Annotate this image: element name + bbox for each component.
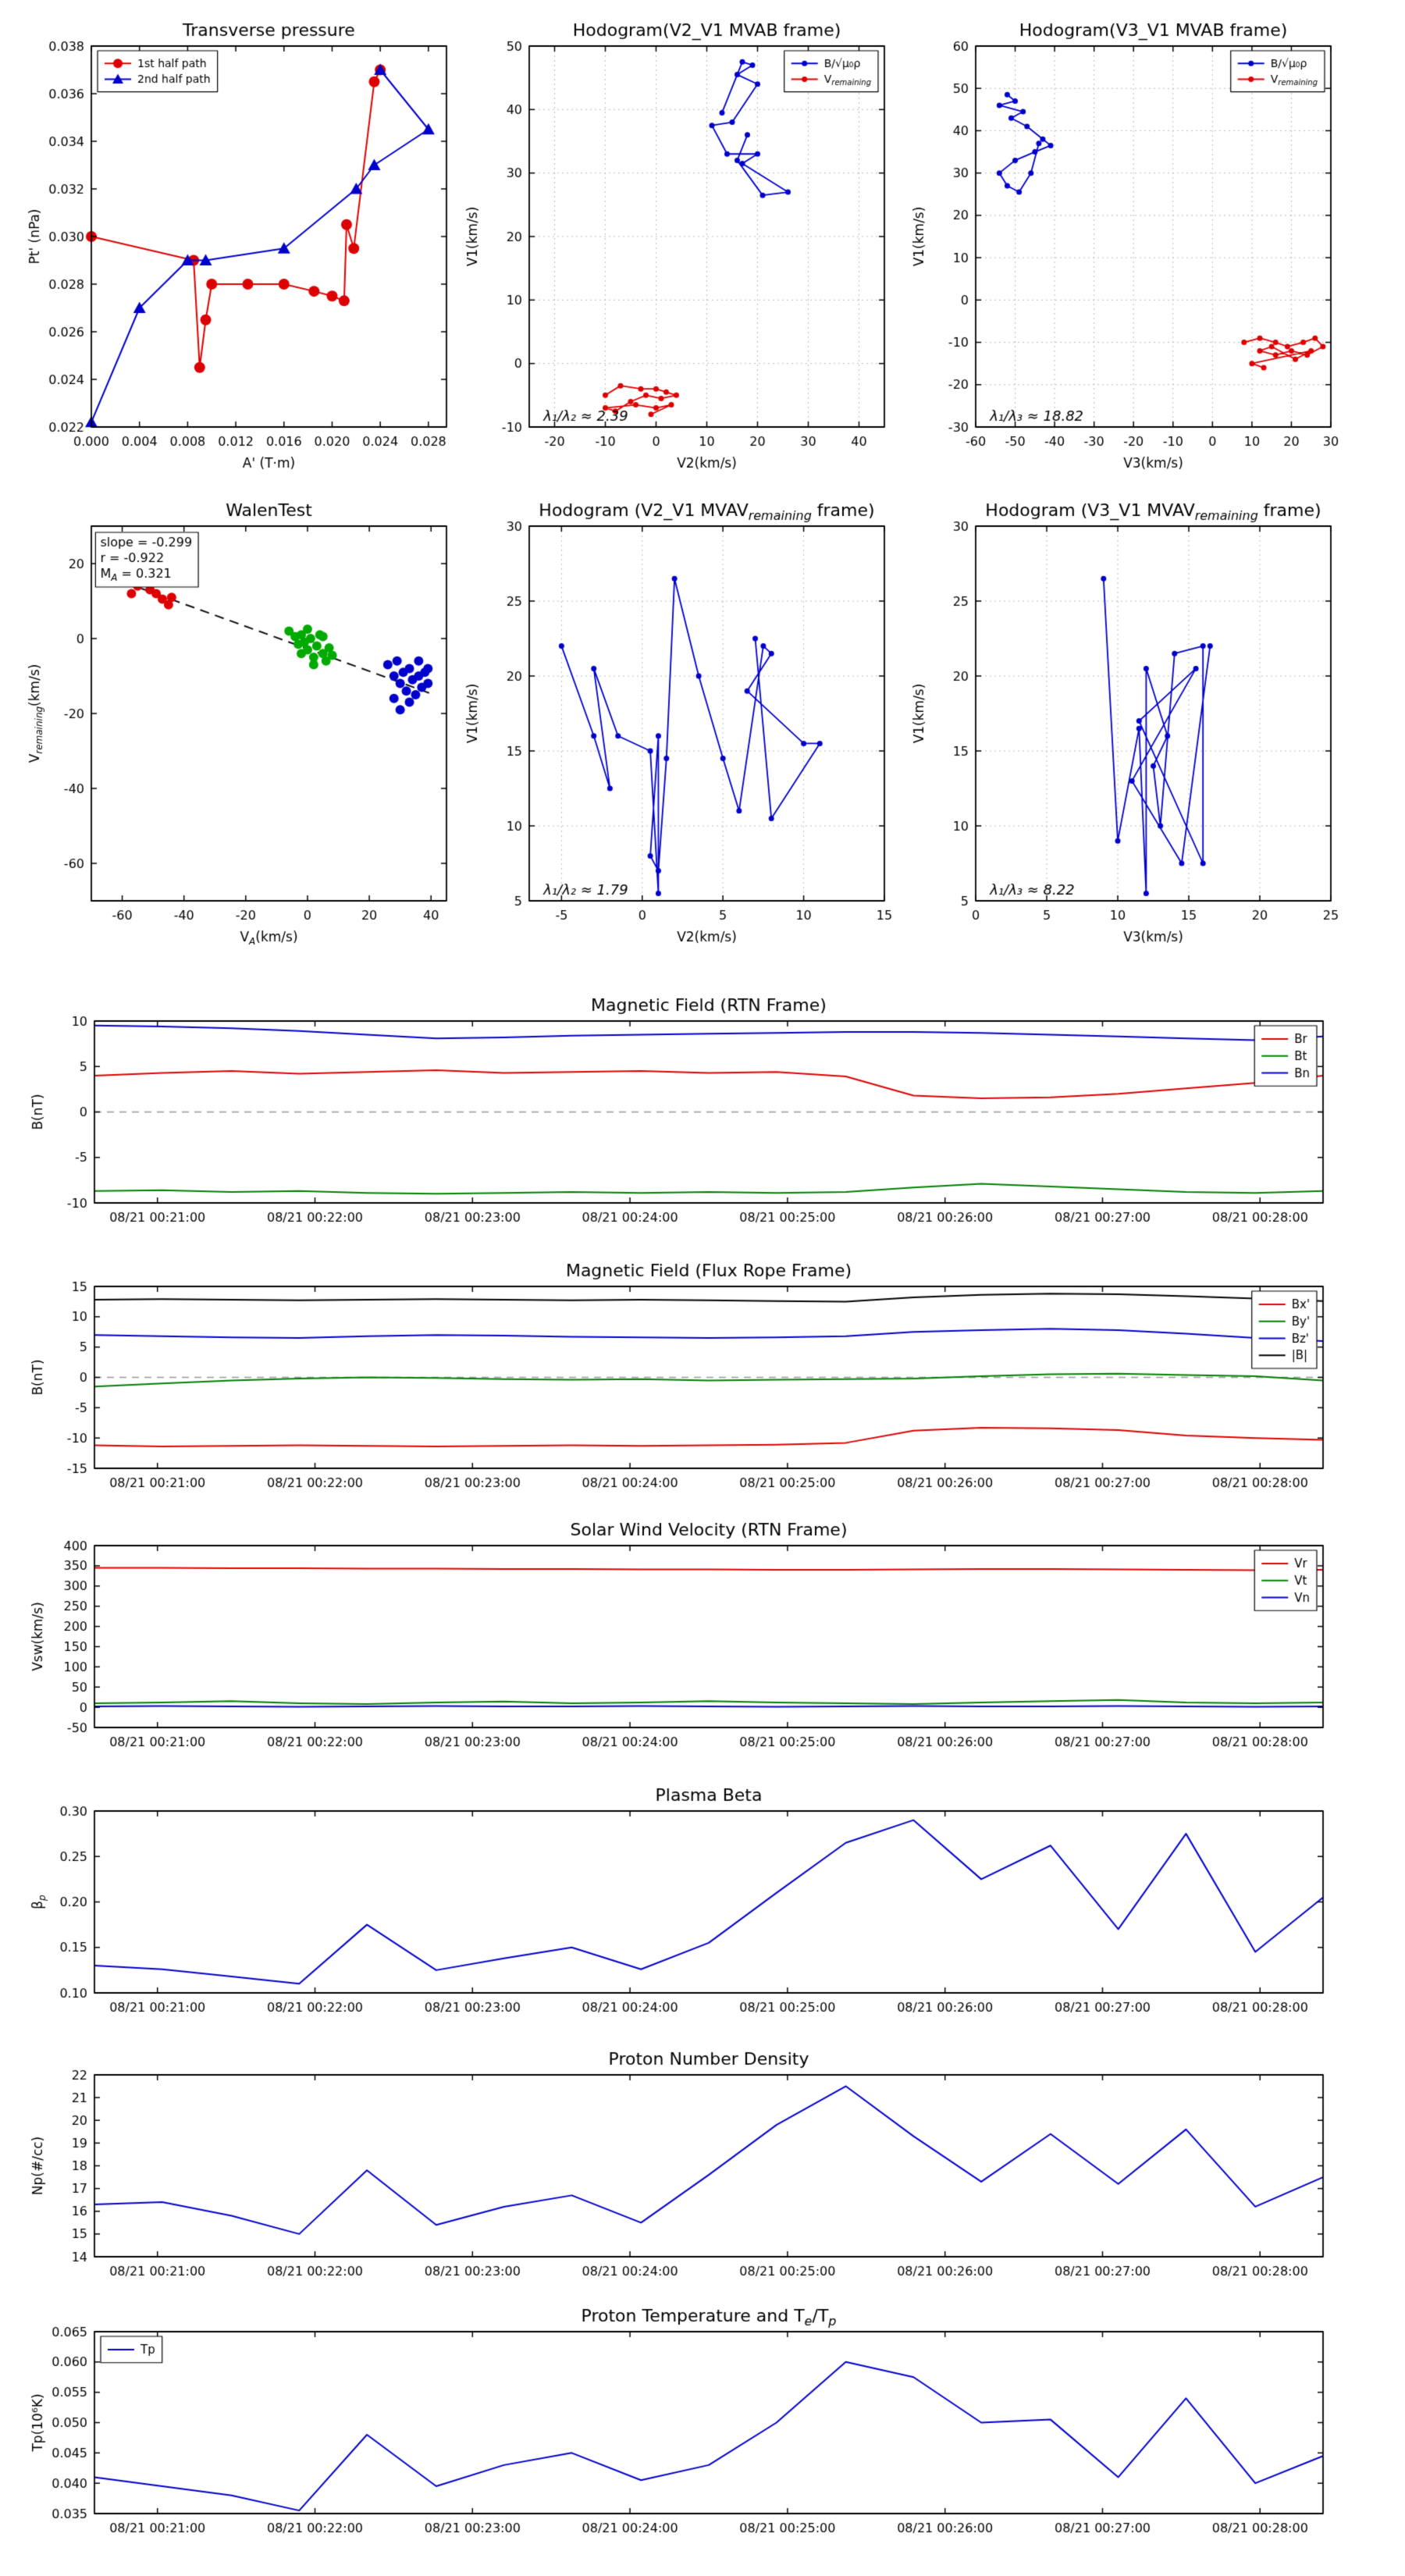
chart-magnetic-field-flux-rope [0, 1233, 1405, 1495]
chart-hodogram-v3v1-mvab [884, 2, 1353, 479]
chart-proton-temperature [0, 2278, 1405, 2539]
chart-transverse-pressure [0, 2, 468, 479]
chart-magnetic-field-rtn [0, 968, 1405, 1229]
chart-solar-wind-velocity [0, 1493, 1405, 1754]
chart-hodogram-v2v1-mvav [439, 479, 907, 962]
chart-hodogram-v2v1-mvab [439, 2, 907, 479]
chart-proton-number-density [0, 2022, 1405, 2283]
chart-walen-test [0, 479, 468, 962]
chart-plasma-beta [0, 1758, 1405, 2019]
chart-hodogram-v3v1-mvav [884, 479, 1353, 962]
